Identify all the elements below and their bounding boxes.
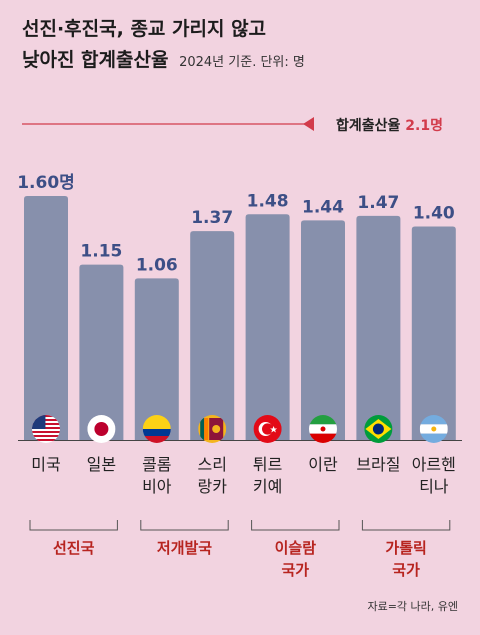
- brazil-flag-icon: [364, 415, 393, 443]
- flag-star: [270, 426, 278, 433]
- source-note: 자료=각 나라, 유엔: [367, 600, 458, 613]
- group-label-3-1: 국가: [392, 561, 420, 579]
- bar-0: [24, 196, 68, 440]
- bar-3: [190, 231, 235, 440]
- flag-green: [309, 415, 337, 425]
- flag-orange: [204, 418, 209, 440]
- bar-1: [79, 264, 124, 440]
- iran-flag-icon: [309, 415, 337, 443]
- flag-globe: [372, 423, 384, 435]
- category-label-4-1: 키예: [253, 477, 282, 496]
- reference-label: 합계출산율 2.1명: [336, 117, 443, 134]
- flag-green: [200, 418, 205, 440]
- group-label-3-0: 가톨릭: [385, 539, 426, 557]
- reference-arrow: [303, 117, 314, 131]
- category-label-7-0: 아르헨: [412, 455, 456, 474]
- reference-value: 2.1명: [405, 117, 443, 134]
- flag-stripe: [32, 435, 60, 437]
- category-label-3-0: 스리: [197, 455, 226, 474]
- us-flag-icon: [32, 415, 60, 443]
- category-label-0-0: 미국: [31, 455, 60, 474]
- colombia-flag-icon: [142, 415, 171, 443]
- group-label-0-0: 선진국: [53, 539, 95, 557]
- chart-title: 선진·후진국, 종교 가리지 않고 낮아진 합계출산율 2024년 기준. 단위…: [22, 14, 462, 78]
- flag-lion: [212, 425, 221, 433]
- flag-disc: [94, 422, 109, 436]
- title-line-2: 낮아진 합계출산율: [22, 49, 169, 71]
- flag-blue: [142, 429, 171, 436]
- bar-4: [245, 214, 290, 440]
- argentina-flag-icon: [419, 415, 448, 443]
- bar-7: [411, 226, 456, 440]
- flag-red: [309, 433, 337, 443]
- flag-red: [142, 436, 171, 443]
- value-label-6: 1.47: [357, 193, 399, 213]
- flag-top: [419, 415, 448, 425]
- category-label-2-0: 콜롬: [142, 455, 171, 474]
- unit-note: 2024년 기준. 단위: 명: [179, 55, 305, 70]
- category-label-2-1: 비아: [142, 477, 172, 496]
- value-label-7: 1.40: [413, 204, 455, 224]
- group-label-2-0: 이슬람: [275, 539, 317, 557]
- category-label-6-0: 브라질: [356, 455, 400, 474]
- value-label-4: 1.48: [247, 191, 289, 211]
- japan-flag-icon: [87, 415, 116, 443]
- flag-stripe: [32, 423, 60, 425]
- title-line-1: 선진·후진국, 종교 가리지 않고: [22, 18, 267, 40]
- value-label-0: 1.60명: [17, 173, 75, 193]
- group-label-1-0: 저개발국: [157, 539, 212, 557]
- flag-stripe: [32, 439, 60, 441]
- flag-yellow: [142, 415, 171, 429]
- group-bracket-3: [361, 520, 451, 531]
- group-bracket-0: [29, 520, 118, 531]
- group-label-2-1: 국가: [281, 561, 309, 579]
- flag-emblem: [320, 426, 326, 432]
- category-label-3-1: 랑카: [197, 477, 227, 496]
- flag-moon-cut: [262, 423, 274, 435]
- flag-stripe: [32, 427, 60, 429]
- value-label-5: 1.44: [302, 197, 344, 217]
- group-bracket-2: [251, 520, 340, 531]
- value-label-3: 1.37: [191, 208, 233, 228]
- group-bracket-1: [140, 520, 229, 531]
- bar-5: [301, 220, 345, 440]
- value-label-2: 1.06: [136, 255, 178, 275]
- bar-6: [356, 215, 401, 440]
- value-label-1: 1.15: [80, 242, 122, 262]
- flag-stripe: [32, 431, 60, 433]
- category-label-4-0: 튀르: [253, 455, 282, 474]
- flag-stripe: [32, 415, 60, 417]
- category-label-7-1: 티나: [419, 477, 449, 496]
- turkey-flag-icon: [253, 415, 282, 443]
- bar-2: [134, 278, 179, 440]
- flag-bottom: [419, 433, 448, 443]
- flag-sun: [431, 426, 437, 432]
- category-label-1-0: 일본: [87, 455, 116, 474]
- sri-lanka-flag-icon: [198, 415, 227, 443]
- flag-stripe: [32, 419, 60, 421]
- category-label-5-0: 이란: [308, 455, 338, 474]
